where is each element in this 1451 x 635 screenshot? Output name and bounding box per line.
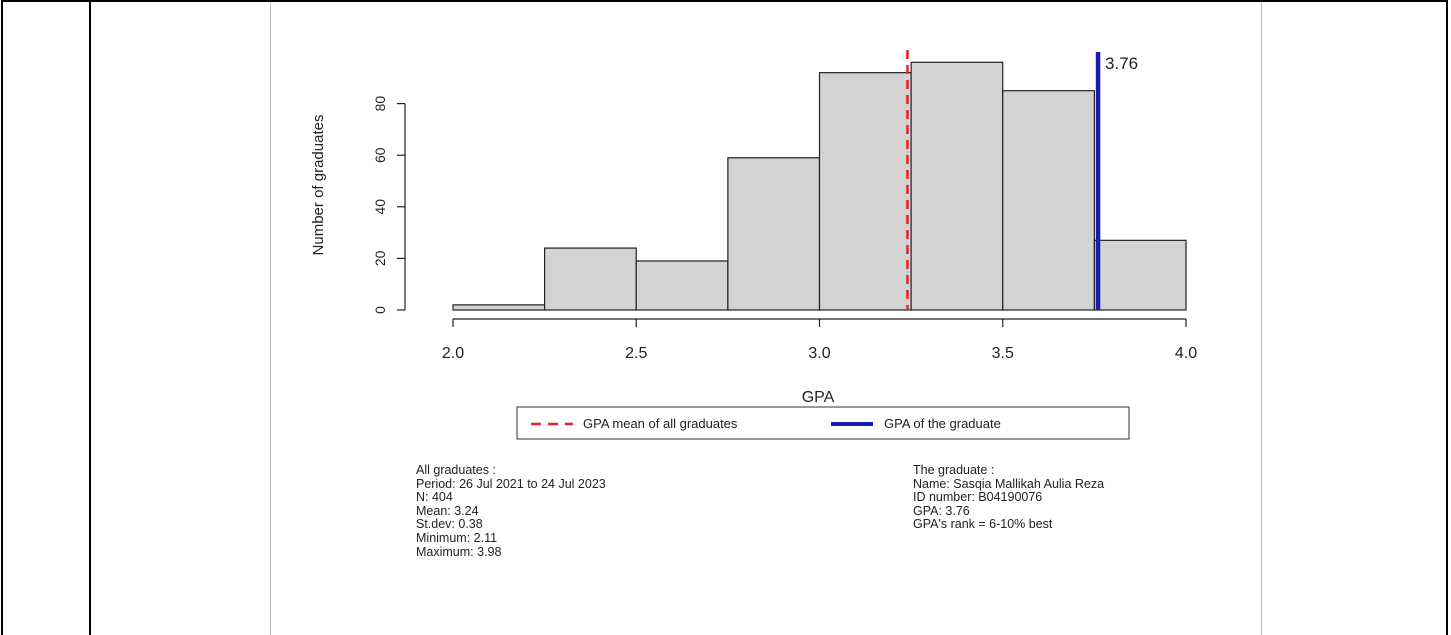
all-graduates-summary: All graduates : Period: 26 Jul 2021 to 2…: [416, 463, 606, 559]
graduate-name: Name: Sasqia Mallikah Aulia Reza: [913, 476, 1105, 491]
all-graduates-heading: All graduates :: [416, 463, 496, 477]
x-tick-label-4.0: 4.0: [1175, 345, 1197, 362]
graduate-gpa-value-label: 3.76: [1105, 54, 1138, 73]
y-tick-label-20: 20: [372, 250, 388, 266]
x-tick-label-2.5: 2.5: [625, 345, 647, 362]
histogram-bar-2: [544, 247, 637, 311]
graduate-rank: GPA's rank = 6-10% best: [913, 517, 1053, 532]
histogram-bar-1: [452, 304, 546, 311]
stdev-text: St.dev: 0.38: [416, 517, 483, 532]
graduate-heading: The graduate :: [913, 463, 995, 477]
graduate-summary: The graduate : Name: Sasqia Mallikah Aul…: [913, 463, 1105, 532]
chart-axes: 2.0 2.5 3.0 3.5 4.0 0 20 40 60 80: [372, 96, 1197, 362]
x-tick-label-2.0: 2.0: [442, 345, 464, 362]
graduate-gpa: GPA: 3.76: [913, 503, 970, 518]
x-tick-label-3.0: 3.0: [808, 345, 830, 362]
histogram-bar-5: [818, 72, 912, 311]
histogram-bars: [452, 61, 1187, 311]
minimum-text: Minimum: 2.11: [416, 530, 498, 545]
histogram-bar-6: [910, 61, 1004, 311]
chart-legend: GPA mean of all graduates GPA of the gra…: [516, 406, 1130, 440]
histogram-bar-3: [635, 260, 729, 311]
legend-box: [516, 406, 1130, 440]
table-column-divider: [89, 0, 91, 635]
maximum-text: Maximum: 3.98: [416, 544, 502, 559]
y-axis-label: Number of graduates: [310, 115, 327, 256]
histogram-bar-7: [1002, 90, 1095, 311]
x-axis-label: GPA: [802, 389, 835, 406]
y-tick-label-0: 0: [372, 306, 388, 314]
x-tick-label-3.5: 3.5: [992, 345, 1014, 362]
mean-text: Mean: 3.24: [416, 503, 479, 518]
y-tick-label-80: 80: [372, 96, 388, 112]
histogram-bar-8: [1093, 239, 1187, 311]
count-text: N: 404: [416, 490, 453, 505]
y-tick-label-60: 60: [372, 147, 388, 163]
reference-lines: 3.76: [906, 50, 1138, 310]
y-tick-label-40: 40: [372, 199, 388, 215]
graduate-id: ID number: B04190076: [913, 490, 1043, 505]
legend-graduate-label: GPA of the graduate: [884, 416, 1001, 431]
legend-mean-label: GPA mean of all graduates: [583, 416, 738, 431]
period-text: Period: 26 Jul 2021 to 24 Jul 2023: [416, 476, 606, 491]
histogram-bar-4: [727, 157, 821, 311]
